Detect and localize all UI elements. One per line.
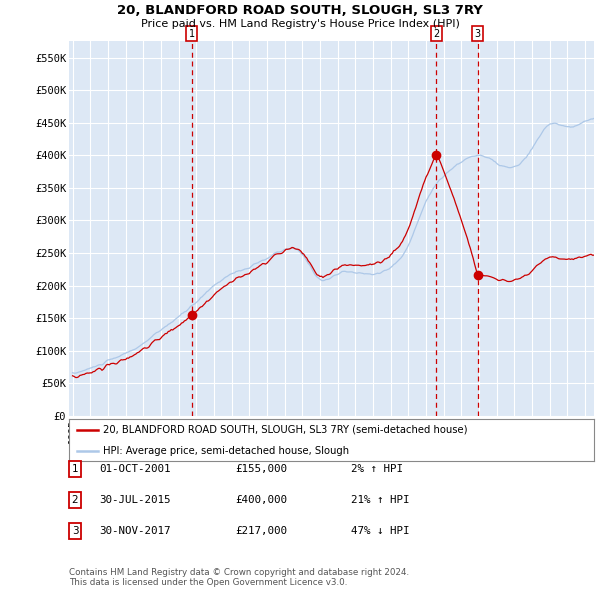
Text: 3: 3 (71, 526, 79, 536)
Text: Price paid vs. HM Land Registry's House Price Index (HPI): Price paid vs. HM Land Registry's House … (140, 19, 460, 29)
Text: 2% ↑ HPI: 2% ↑ HPI (351, 464, 403, 474)
Text: 3: 3 (475, 28, 481, 38)
Text: 30-JUL-2015: 30-JUL-2015 (99, 495, 171, 505)
Text: £155,000: £155,000 (235, 464, 287, 474)
Text: 21% ↑ HPI: 21% ↑ HPI (351, 495, 409, 505)
Text: 2: 2 (433, 28, 439, 38)
Text: HPI: Average price, semi-detached house, Slough: HPI: Average price, semi-detached house,… (103, 446, 349, 455)
Text: 30-NOV-2017: 30-NOV-2017 (99, 526, 171, 536)
Text: This data is licensed under the Open Government Licence v3.0.: This data is licensed under the Open Gov… (69, 578, 347, 588)
Text: Contains HM Land Registry data © Crown copyright and database right 2024.: Contains HM Land Registry data © Crown c… (69, 568, 409, 577)
Text: 20, BLANDFORD ROAD SOUTH, SLOUGH, SL3 7RY: 20, BLANDFORD ROAD SOUTH, SLOUGH, SL3 7R… (117, 4, 483, 17)
Text: 20, BLANDFORD ROAD SOUTH, SLOUGH, SL3 7RY (semi-detached house): 20, BLANDFORD ROAD SOUTH, SLOUGH, SL3 7R… (103, 425, 467, 434)
Text: 01-OCT-2001: 01-OCT-2001 (99, 464, 171, 474)
Text: £400,000: £400,000 (235, 495, 287, 505)
Text: 1: 1 (189, 28, 195, 38)
Text: 1: 1 (71, 464, 79, 474)
Text: £217,000: £217,000 (235, 526, 287, 536)
Text: 47% ↓ HPI: 47% ↓ HPI (351, 526, 409, 536)
Text: 2: 2 (71, 495, 79, 505)
